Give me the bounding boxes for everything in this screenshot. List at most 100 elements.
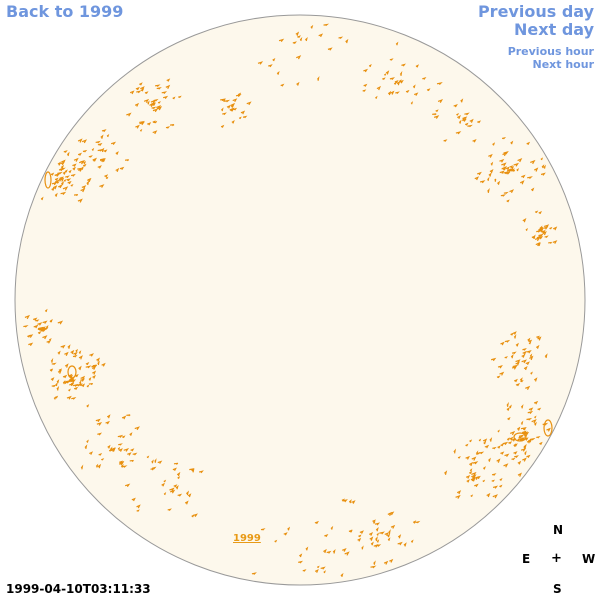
contour-mark: [220, 98, 226, 101]
contour-mark: [88, 377, 92, 381]
contour-mark: [299, 553, 303, 558]
contour-mark: [513, 334, 517, 339]
contour-mark: [510, 332, 514, 336]
contour-mark: [126, 112, 132, 117]
contour-mark: [73, 193, 79, 197]
contour-mark: [525, 385, 531, 390]
contour-mark: [370, 565, 377, 569]
contour-mark: [136, 90, 142, 94]
contour-mark: [83, 161, 87, 165]
contour-mark: [81, 139, 88, 144]
contour-mark: [513, 443, 518, 447]
contour-mark: [499, 478, 503, 481]
contour-mark: [105, 420, 110, 425]
contour-mark: [150, 467, 156, 471]
contour-mark: [541, 164, 545, 169]
contour-mark: [520, 379, 524, 383]
back-to-year-link[interactable]: Back to 1999: [6, 2, 124, 21]
contour-mark: [503, 463, 509, 468]
contour-mark: [162, 95, 169, 100]
contour-mark: [80, 375, 86, 381]
contour-mark: [526, 141, 531, 145]
solar-disk: [14, 14, 586, 586]
contour-mark: [522, 457, 527, 462]
contour-mark: [373, 560, 376, 565]
contour-mark: [54, 173, 60, 177]
contour-mark: [330, 525, 334, 530]
contour-mark: [323, 548, 327, 554]
contour-loop: [513, 432, 527, 442]
contour-mark: [482, 466, 486, 470]
contour-mark: [514, 455, 519, 458]
contour-mark: [395, 91, 400, 95]
year-link[interactable]: 1999: [233, 533, 261, 544]
contour-mark: [544, 235, 549, 239]
contour-mark: [524, 450, 527, 455]
contour-mark: [376, 85, 381, 91]
contour-mark: [60, 191, 67, 195]
contour-mark: [338, 36, 344, 39]
contour-mark: [165, 126, 171, 129]
contour-mark: [435, 109, 439, 113]
contour-mark: [152, 108, 159, 113]
contour-mark: [348, 529, 353, 533]
contour-mark: [96, 421, 103, 426]
contour-mark: [68, 388, 71, 392]
contour-mark: [292, 41, 297, 45]
contour-mark: [101, 129, 107, 133]
contour-mark: [522, 348, 527, 351]
contour-mark: [237, 92, 242, 96]
contour-mark: [539, 441, 543, 445]
contour-mark: [119, 460, 125, 465]
contour-mark: [117, 434, 124, 438]
next-day-link[interactable]: Next day: [514, 20, 594, 39]
contour-mark: [399, 70, 403, 76]
previous-day-link[interactable]: Previous day: [477, 2, 594, 21]
contour-mark: [467, 124, 473, 128]
contour-mark: [240, 110, 246, 115]
contour-mark: [502, 166, 508, 171]
contour-mark: [489, 169, 494, 174]
contour-mark: [372, 521, 376, 524]
contour-mark: [500, 443, 505, 447]
contour-mark: [152, 130, 158, 135]
contour-mark: [492, 494, 498, 499]
contour-mark: [546, 427, 551, 432]
contour-mark: [488, 153, 493, 158]
contour-mark: [472, 139, 477, 143]
contour-mark: [49, 338, 52, 341]
contour-mark: [314, 568, 319, 573]
contour-mark: [358, 534, 362, 538]
contour-mark: [332, 549, 336, 554]
contour-mark: [375, 527, 379, 532]
contour-mark: [89, 451, 94, 455]
contour-mark: [426, 88, 431, 92]
contour-mark: [177, 493, 183, 497]
contour-mark: [464, 122, 469, 126]
contour-mark: [526, 417, 533, 421]
next-hour-link[interactable]: Next hour: [532, 58, 595, 71]
contour-mark: [455, 131, 462, 135]
contour-mark: [537, 336, 542, 341]
contour-mark: [544, 353, 548, 359]
contour-mark: [506, 401, 509, 407]
contour-mark: [534, 421, 537, 426]
contour-mark: [33, 317, 38, 321]
contour-mark: [387, 90, 392, 96]
contour-mark: [410, 539, 414, 543]
contour-mark: [27, 334, 31, 338]
contour-mark: [370, 541, 374, 546]
contour-mark: [474, 176, 480, 181]
previous-hour-link[interactable]: Previous hour: [507, 45, 594, 58]
contour-mark: [37, 322, 43, 326]
contour-mark: [57, 161, 61, 166]
contour-mark: [510, 353, 514, 359]
contour-mark: [91, 366, 97, 370]
contour-mark: [54, 192, 58, 197]
contour-mark: [375, 95, 378, 99]
contour-mark: [172, 96, 176, 100]
contour-mark: [191, 514, 195, 518]
contour-mark: [471, 478, 476, 482]
contour-mark: [504, 339, 511, 343]
contour-mark: [257, 61, 264, 65]
